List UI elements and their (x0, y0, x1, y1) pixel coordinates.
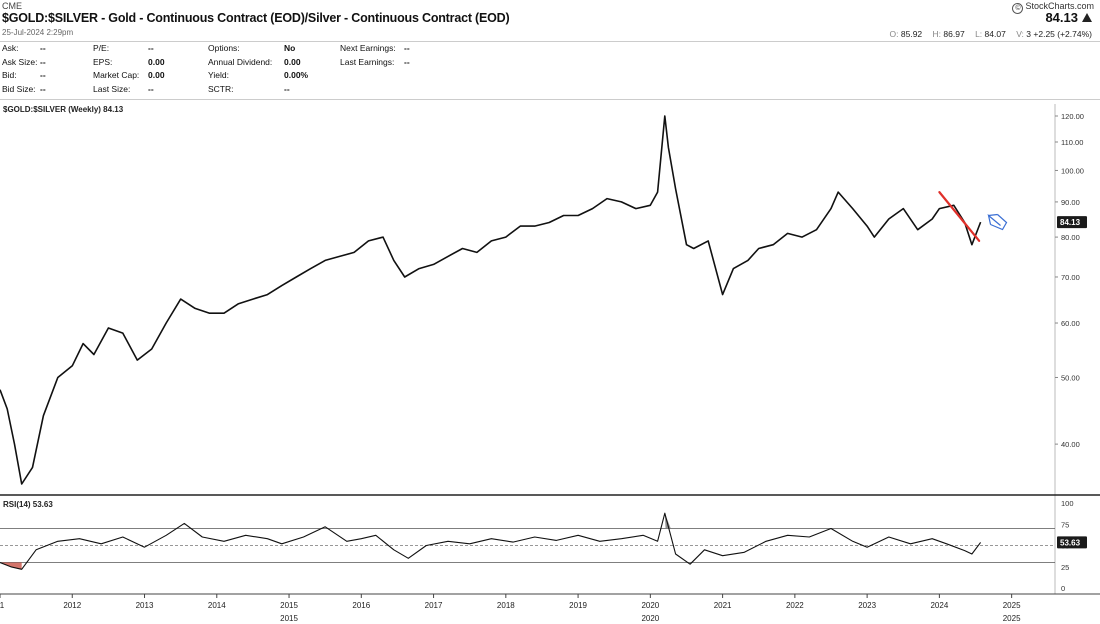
quote-info-table: Ask: -- P/E: -- Options: No Next Earnings: -- As… (0, 43, 600, 99)
info-label: Bid Size: (2, 83, 36, 94)
price-y-tick-label: 70.00 (1061, 273, 1080, 282)
open-value: 85.92 (900, 29, 923, 39)
exchange-label: CME (2, 1, 22, 11)
info-label: EPS: (93, 56, 113, 67)
x-tick-label: 2018 (497, 601, 515, 610)
info-value: 0.00 (284, 56, 301, 67)
copyright-icon: © (1012, 3, 1024, 14)
up-arrow-icon (1082, 13, 1092, 22)
info-divider (0, 99, 1100, 100)
x-tick-label: 2014 (208, 601, 226, 610)
high-label: H: (932, 29, 942, 39)
info-value: -- (148, 43, 154, 53)
info-value: -- (404, 43, 410, 53)
price-panel-label: $GOLD:$SILVER (Weekly) 84.13 (3, 105, 124, 114)
high-value: 86.97 (943, 29, 965, 39)
info-label: Last Size: (93, 83, 131, 94)
price-y-tick-label: 60.00 (1061, 319, 1080, 328)
info-label: Ask: (2, 43, 19, 53)
price-y-tick-label: 120.00 (1061, 112, 1084, 121)
x-tick-label: 2015 (280, 601, 298, 610)
price-y-tick-label: 40.00 (1061, 440, 1080, 449)
x-tick-label: 2017 (425, 601, 443, 610)
open-label: O: (889, 29, 899, 39)
x-tick-label: 2019 (569, 601, 587, 610)
info-label: Annual Dividend: (208, 56, 273, 67)
rsi-last-badge-label: 53.63 (1060, 538, 1081, 547)
change-value: +2.25 (+2.74%) (1033, 29, 1092, 39)
price-last-badge-label: 84.13 (1060, 218, 1081, 227)
price-series-line (0, 115, 982, 485)
ohlc-readout: O: 85.92 H: 86.97 L: 84.07 V: 3 +2.25 (+… (882, 29, 1092, 39)
x-tick-label: 2012 (63, 601, 81, 610)
price-y-tick-label: 90.00 (1061, 198, 1080, 207)
brand-logo[interactable]: © StockCharts.com (1012, 1, 1094, 14)
x-tick-label: 2023 (858, 601, 876, 610)
info-label: Ask Size: (2, 56, 38, 67)
rsi-y-tick-label: 25 (1061, 563, 1069, 572)
x-tick-label: 2022 (786, 601, 804, 610)
x-tick-label: 2021 (714, 601, 732, 610)
info-label: Options: (208, 43, 240, 53)
rsi-y-tick-label: 0 (1061, 584, 1065, 593)
x-tick-label: 2020 (641, 601, 659, 610)
chart-title: $GOLD:$SILVER - Gold - Continuous Contra… (2, 11, 510, 25)
x-secondary-tick-label: 2015 (280, 614, 298, 623)
x-tick-label: 2013 (136, 601, 154, 610)
info-value: -- (284, 83, 290, 94)
low-label: L: (975, 29, 983, 39)
info-label: Bid: (2, 70, 17, 80)
low-value: 84.07 (984, 29, 1006, 39)
last-price: 84.13 (1045, 10, 1092, 25)
info-value: -- (40, 83, 46, 94)
info-label: Last Earnings: (340, 56, 395, 67)
rsi-y-tick-label: 75 (1061, 520, 1069, 529)
price-y-tick-label: 50.00 (1061, 373, 1080, 382)
info-value: No (284, 43, 296, 53)
info-label: SCTR: (208, 83, 234, 94)
header-divider (0, 41, 1100, 42)
info-label: Next Earnings: (340, 43, 396, 53)
x-tick-label: 2025 (1003, 601, 1021, 610)
info-label: Market Cap: (93, 70, 140, 80)
info-value: -- (40, 70, 46, 80)
x-tick-label: 2024 (930, 601, 948, 610)
price-last-badge (1057, 216, 1087, 229)
chart-datetime: 25-Jul-2024 2:29pm (2, 28, 74, 37)
info-value: 0.00% (284, 70, 309, 80)
info-value: 0.00 (148, 70, 165, 80)
price-y-tick-label: 80.00 (1061, 233, 1080, 242)
rsi-series-line (0, 512, 982, 570)
volume-label: V: (1016, 29, 1024, 39)
trendline (938, 191, 981, 242)
rsi-y-tick-label: 100 (1061, 499, 1074, 508)
x-secondary-tick-label: 2025 (1003, 614, 1021, 623)
price-y-tick-label: 100.00 (1061, 166, 1084, 175)
info-value: -- (148, 83, 154, 94)
rsi-last-badge (1057, 536, 1087, 549)
price-y-tick-label: 110.00 (1061, 138, 1083, 147)
info-label: Yield: (208, 70, 229, 80)
annotation-arrow-icon (987, 213, 1008, 231)
info-value: -- (40, 43, 46, 53)
x-tick-label: 11 (0, 601, 5, 610)
info-value: -- (404, 56, 410, 67)
x-tick-label: 2016 (352, 601, 370, 610)
info-value: -- (40, 56, 46, 67)
volume-value: 3 (1026, 29, 1032, 39)
info-value: 0.00 (148, 56, 165, 67)
rsi-panel-label: RSI(14) 53.63 (3, 500, 53, 509)
info-label: P/E: (93, 43, 110, 53)
last-price-value: 84.13 (1045, 10, 1078, 25)
brand-name: StockCharts.com (1025, 1, 1094, 11)
x-secondary-tick-label: 2020 (641, 614, 659, 623)
